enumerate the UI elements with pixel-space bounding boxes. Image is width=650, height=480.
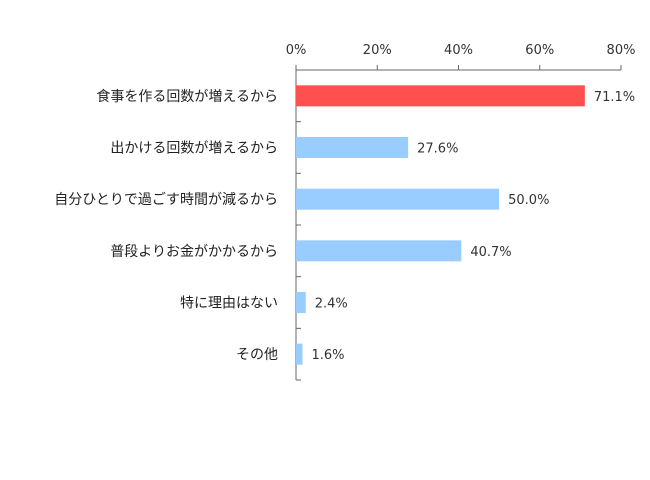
axis-layer: 0% 20% 40% 60% 80% xyxy=(286,43,636,381)
x-tick-label: 80% xyxy=(607,43,636,58)
bar xyxy=(296,85,585,107)
category-label: 食事を作る回数が増えるから xyxy=(96,88,278,105)
data-label: 27.6% xyxy=(417,142,458,157)
label-layer: 食事を作る回数が増えるから 71.1% 出かける回数が増えるから 27.6% 自分ひとり… xyxy=(54,88,635,363)
data-label: 50.0% xyxy=(508,193,549,208)
bar xyxy=(296,292,306,313)
data-label: 71.1% xyxy=(594,90,635,105)
category-label: その他 xyxy=(236,347,278,363)
data-label: 40.7% xyxy=(470,245,511,260)
bar-layer xyxy=(296,85,585,365)
category-label: 普段よりお金がかかるから xyxy=(110,244,278,260)
bar xyxy=(296,240,462,262)
x-tick-label: 40% xyxy=(444,43,473,58)
x-tick-label: 0% xyxy=(286,43,307,58)
data-label: 1.6% xyxy=(312,348,345,363)
x-tick-label: 60% xyxy=(525,43,554,58)
category-label: 出かける回数が増えるから xyxy=(110,141,278,157)
data-label: 2.4% xyxy=(315,297,348,312)
bar xyxy=(296,343,303,365)
category-label: 自分ひとりで過ごす時間が減るから xyxy=(54,191,278,208)
x-tick-label: 20% xyxy=(363,43,392,58)
category-label: 特に理由はない xyxy=(180,296,278,312)
bar xyxy=(296,188,500,210)
bar xyxy=(296,137,409,158)
